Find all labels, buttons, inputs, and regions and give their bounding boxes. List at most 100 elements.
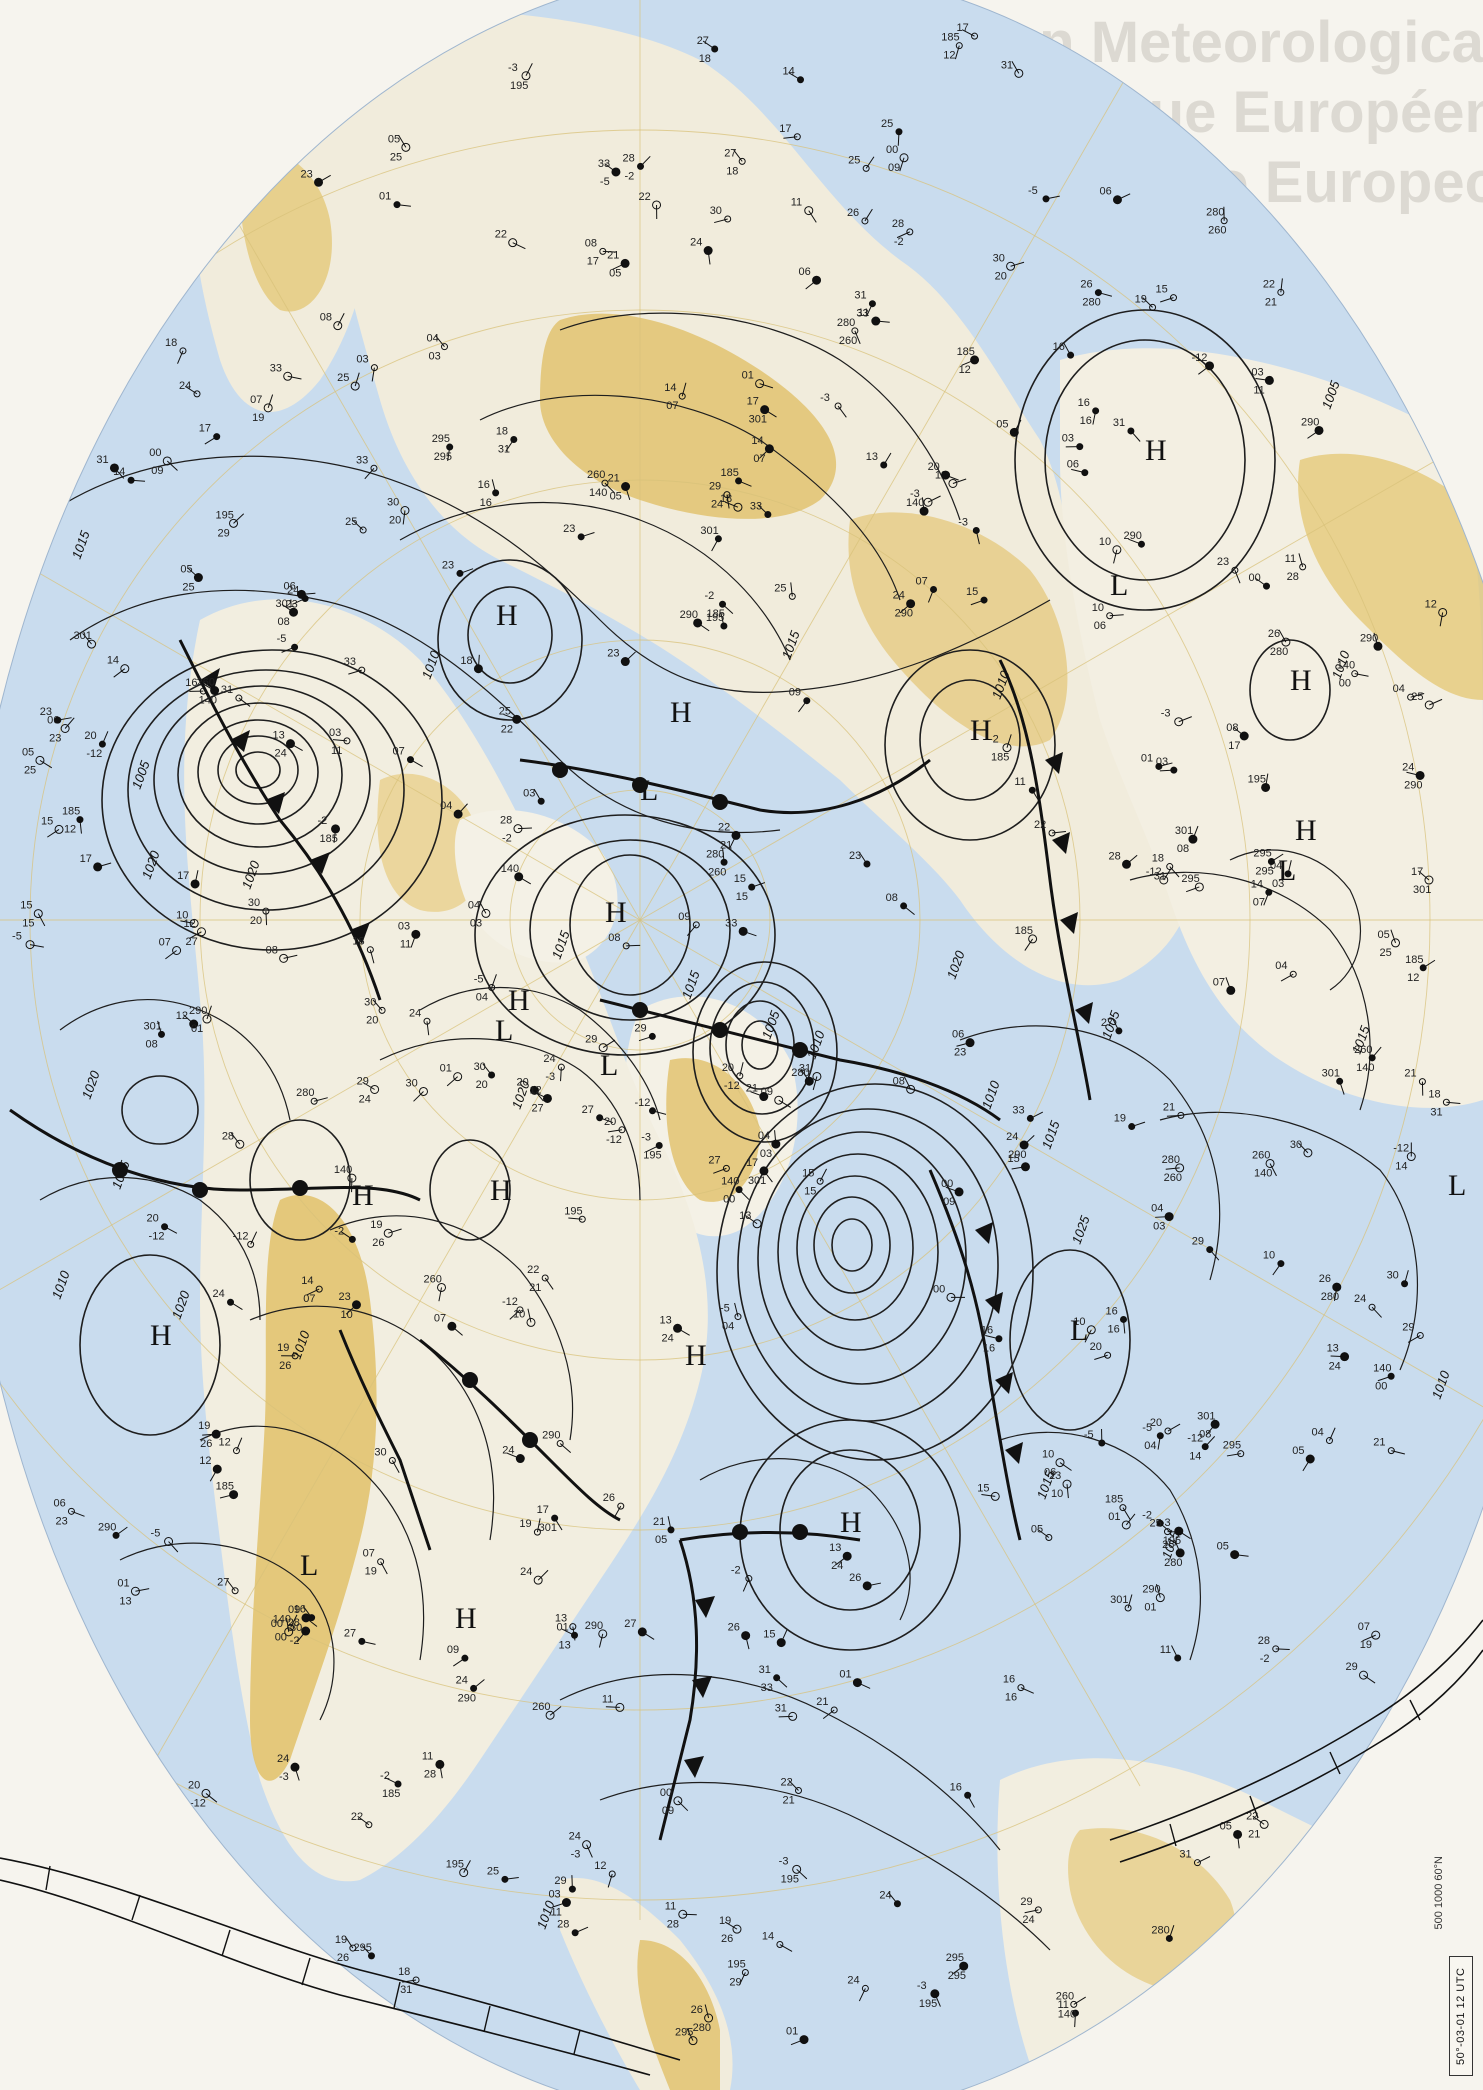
svg-text:301: 301 bbox=[143, 1020, 161, 1032]
station-plot: 29 bbox=[1346, 1661, 1376, 1684]
svg-text:33: 33 bbox=[344, 656, 356, 668]
svg-text:16: 16 bbox=[983, 1343, 995, 1355]
station-plot: 295 295 bbox=[432, 433, 454, 463]
fronts bbox=[9, 639, 1092, 1841]
station-plot: 00 09 bbox=[941, 1178, 964, 1208]
svg-text:22: 22 bbox=[495, 229, 507, 241]
svg-text:185: 185 bbox=[216, 1481, 234, 1493]
svg-text:290: 290 bbox=[1142, 1584, 1160, 1596]
svg-text:04: 04 bbox=[426, 333, 438, 345]
svg-text:13: 13 bbox=[119, 1595, 131, 1607]
svg-text:-3: -3 bbox=[958, 516, 968, 528]
svg-text:30: 30 bbox=[1387, 1270, 1399, 1282]
svg-text:10: 10 bbox=[340, 1309, 352, 1321]
station-plot: 280 bbox=[296, 1087, 328, 1105]
station-plot: 33 bbox=[750, 500, 772, 518]
station-plot: 07 19 bbox=[1358, 1621, 1381, 1651]
svg-text:18: 18 bbox=[496, 426, 508, 438]
svg-text:14: 14 bbox=[301, 1275, 313, 1287]
svg-text:-5: -5 bbox=[474, 973, 484, 985]
station-plot: 25 bbox=[337, 372, 360, 391]
svg-text:00: 00 bbox=[941, 1178, 953, 1190]
station-plot: 185 12 bbox=[957, 346, 980, 376]
svg-text:140: 140 bbox=[1254, 1167, 1272, 1179]
station-plot: 10 bbox=[1263, 1250, 1285, 1276]
svg-text:15: 15 bbox=[1155, 284, 1167, 296]
svg-text:280: 280 bbox=[296, 1087, 314, 1099]
svg-text:26: 26 bbox=[847, 207, 859, 219]
station-plot: 00 bbox=[933, 1283, 965, 1302]
station-plot: 20 bbox=[516, 1076, 544, 1102]
station-plot: 25 bbox=[1149, 1518, 1182, 1536]
station-plot: -12 bbox=[1192, 352, 1215, 375]
svg-text:15: 15 bbox=[763, 1629, 775, 1641]
land-eurasia-high bbox=[540, 313, 837, 519]
svg-text:24: 24 bbox=[456, 1674, 468, 1686]
svg-text:33: 33 bbox=[750, 500, 762, 512]
station-plot: 14 bbox=[783, 66, 805, 84]
station-plot: -2 bbox=[334, 1225, 356, 1243]
svg-text:06: 06 bbox=[283, 580, 295, 592]
svg-text:25: 25 bbox=[1380, 947, 1392, 959]
station-plot: 23 bbox=[607, 648, 636, 667]
station-plot: 16 bbox=[1053, 341, 1075, 359]
svg-text:22: 22 bbox=[1034, 819, 1046, 831]
svg-text:11: 11 bbox=[791, 197, 802, 209]
land-europe-high bbox=[1298, 453, 1483, 700]
svg-text:15: 15 bbox=[966, 586, 978, 598]
station-plot: 12 bbox=[1425, 598, 1448, 627]
svg-text:30: 30 bbox=[474, 1061, 486, 1073]
svg-text:295: 295 bbox=[1181, 873, 1199, 885]
svg-text:03: 03 bbox=[760, 1148, 772, 1160]
station-plot: 01 bbox=[440, 1063, 463, 1087]
station-plot: 195 bbox=[446, 1859, 471, 1878]
station-plot: 05 bbox=[996, 418, 1022, 437]
svg-text:16: 16 bbox=[1005, 1692, 1017, 1704]
svg-text:24: 24 bbox=[879, 1890, 891, 1902]
station-plot: 33 bbox=[270, 362, 302, 381]
svg-text:30: 30 bbox=[993, 252, 1005, 264]
svg-text:26: 26 bbox=[849, 1572, 861, 1584]
svg-text:31: 31 bbox=[1430, 1106, 1442, 1118]
svg-text:260: 260 bbox=[1056, 1990, 1074, 2002]
high-pressure-center: H bbox=[455, 1602, 477, 1635]
svg-text:-2: -2 bbox=[380, 1770, 390, 1782]
svg-text:03: 03 bbox=[1153, 1221, 1165, 1233]
station-plot: 23 bbox=[1217, 556, 1241, 584]
svg-text:15: 15 bbox=[1007, 1153, 1019, 1165]
svg-text:260: 260 bbox=[839, 335, 857, 347]
svg-text:290: 290 bbox=[680, 609, 698, 621]
svg-text:09: 09 bbox=[678, 911, 690, 923]
station-plot: 301 bbox=[700, 525, 722, 552]
station-plot: 01 bbox=[1108, 1511, 1136, 1530]
svg-text:04: 04 bbox=[722, 1321, 734, 1333]
svg-text:21: 21 bbox=[1163, 1101, 1175, 1113]
high-pressure-center: H bbox=[970, 714, 992, 747]
low-pressure-center: L bbox=[495, 1014, 513, 1047]
station-plot: 03 bbox=[523, 787, 545, 805]
station-plot: 20 -12 bbox=[722, 1062, 744, 1092]
station-plot: 09 30 bbox=[288, 1604, 318, 1634]
svg-text:06: 06 bbox=[53, 1497, 65, 1509]
svg-text:30: 30 bbox=[710, 205, 722, 217]
station-plot: 22 21 bbox=[1263, 278, 1285, 308]
svg-text:195: 195 bbox=[643, 1149, 661, 1161]
station-plot: 24 -3 bbox=[277, 1753, 300, 1783]
svg-text:31: 31 bbox=[759, 1664, 771, 1676]
svg-text:-12: -12 bbox=[606, 1134, 622, 1146]
station-plot: 26 bbox=[603, 1492, 625, 1519]
svg-text:301: 301 bbox=[1322, 1067, 1340, 1079]
svg-text:08: 08 bbox=[893, 1075, 905, 1087]
station-plot: 295 bbox=[1223, 1440, 1245, 1458]
svg-text:24: 24 bbox=[287, 585, 299, 597]
station-plot: 290 01 bbox=[189, 1005, 212, 1035]
svg-text:25: 25 bbox=[337, 372, 349, 384]
svg-text:22: 22 bbox=[718, 821, 730, 833]
station-plot: 05 bbox=[1031, 1524, 1053, 1542]
svg-text:03: 03 bbox=[329, 727, 341, 739]
svg-text:04: 04 bbox=[758, 1130, 770, 1142]
svg-text:04: 04 bbox=[476, 991, 488, 1003]
